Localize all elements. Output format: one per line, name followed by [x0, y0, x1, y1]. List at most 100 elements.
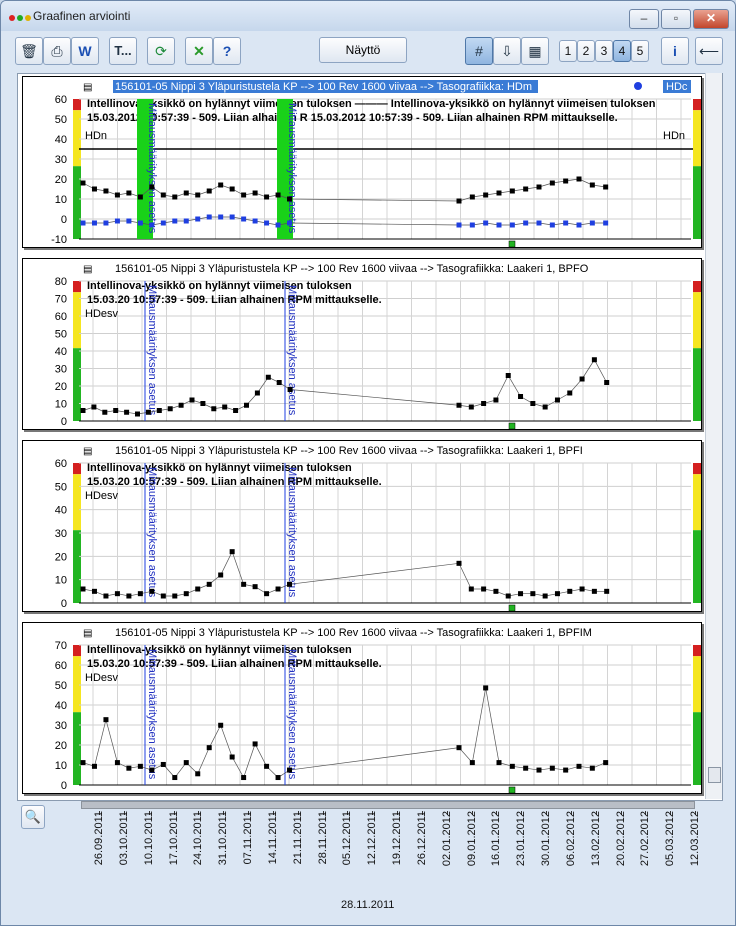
back-button[interactable]: ⟵: [695, 37, 723, 65]
date-label: 13.02.2012: [589, 811, 602, 867]
close-button[interactable]: ✕: [693, 9, 729, 29]
date-tick: [421, 811, 423, 815]
horizontal-scrollbar[interactable]: [81, 801, 695, 809]
data-point: [103, 220, 109, 226]
data-point: [149, 767, 155, 773]
info-icon[interactable]: i: [661, 37, 689, 65]
delete-icon[interactable]: 🗑: [15, 37, 43, 65]
date-tick: [198, 811, 200, 815]
date-label: 26.12.2011: [415, 811, 428, 866]
data-point: [542, 593, 548, 599]
data-point: [481, 401, 487, 406]
data-point: [126, 190, 132, 196]
data-point: [523, 765, 529, 771]
status-bar-green: [693, 712, 701, 785]
status-bar-red: [73, 645, 81, 657]
data-point: [518, 591, 524, 597]
data-point: [252, 218, 258, 224]
status-bar-green: [73, 712, 81, 785]
data-point: [114, 591, 120, 597]
unit-label: HDesv: [85, 308, 119, 320]
panel-5-button[interactable]: 5: [631, 40, 649, 62]
data-point: [496, 190, 502, 196]
chart-area: ▤ 156101-05 Nippi 3 Yläpuristustela KP --…: [17, 73, 723, 801]
data-point: [172, 593, 178, 599]
data-point: [567, 390, 573, 396]
data-point: [542, 404, 548, 410]
data-point: [195, 216, 201, 222]
panel-bpfim: ▤ 156101-05 Nippi 3 Yläpuristustela KP --…: [22, 622, 702, 794]
y-tick-label: 20: [55, 381, 67, 393]
data-point: [287, 767, 293, 773]
data-point: [178, 402, 184, 408]
panel-header: 156101-05 Nippi 3 Yläpuristustela KP -->…: [115, 263, 589, 275]
panel-4-button[interactable]: 4: [613, 40, 631, 62]
data-point: [126, 765, 132, 771]
panel-2-button[interactable]: 2: [577, 40, 595, 62]
data-point: [276, 380, 282, 385]
show-button[interactable]: Näyttö: [319, 37, 407, 63]
data-point: [576, 763, 582, 769]
cancel-x-icon[interactable]: ✕: [185, 37, 213, 65]
y-tick-label: 10: [55, 194, 67, 206]
data-point: [183, 218, 189, 224]
unit-label: HDn: [85, 130, 107, 142]
data-point: [91, 404, 97, 410]
text-button[interactable]: T...: [109, 37, 137, 65]
status-bar-green: [73, 348, 81, 421]
data-point: [80, 586, 86, 592]
data-point: [456, 198, 462, 204]
data-point: [113, 408, 119, 413]
panel-3-button[interactable]: 3: [595, 40, 613, 62]
vertical-note: Mittausmäärityksen asetus: [286, 103, 298, 234]
chart-icon: ▤: [83, 446, 92, 457]
data-point: [518, 394, 524, 399]
help-icon[interactable]: ?: [213, 37, 241, 65]
toolbar: 🗑 ⎙ W T... ⟳ ✕ ? Näyttö # ⇩ ▦ 1 2 3 4 5 …: [1, 31, 735, 69]
date-label: 23.01.2012: [515, 811, 528, 867]
y-tick-label: 40: [55, 700, 67, 712]
data-point: [505, 593, 511, 599]
data-point: [114, 760, 120, 766]
grid-icon[interactable]: #: [465, 37, 493, 65]
word-export-icon[interactable]: W: [71, 37, 99, 65]
y-tick-label: 0: [61, 598, 67, 610]
data-point: [530, 401, 536, 406]
data-point: [523, 186, 529, 192]
date-tick: [322, 811, 324, 815]
annotation-line-1: Intellinova-yksikkö on hylännyt viimeise…: [87, 462, 352, 474]
vertical-note: Mittausmäärityksen asetus: [286, 467, 298, 598]
scroll-thumb[interactable]: [708, 767, 721, 783]
annotation-line-1: Intellinova-yksikkö on hylännyt viimeise…: [87, 98, 656, 110]
chart-export-icon[interactable]: ⇩: [493, 37, 521, 65]
maximize-button[interactable]: ▫: [661, 9, 691, 29]
data-point: [483, 220, 489, 226]
panel-1-button[interactable]: 1: [559, 40, 577, 62]
refresh-icon[interactable]: ⟳: [147, 37, 175, 65]
zoom-icon[interactable]: 🔍: [21, 805, 45, 829]
date-tick: [372, 811, 374, 815]
y-tick-label: -10: [51, 234, 67, 246]
minimize-button[interactable]: –: [629, 9, 659, 29]
chart-icon: ▤: [83, 82, 92, 93]
color-chart-icon[interactable]: ▦: [521, 37, 549, 65]
header-highlight: [113, 80, 538, 93]
data-point: [536, 220, 542, 226]
date-tick: [670, 811, 672, 815]
date-label: 27.02.2012: [639, 811, 652, 867]
date-tick: [521, 811, 523, 815]
print-icon[interactable]: ⎙: [43, 37, 71, 65]
vertical-scrollbar[interactable]: [705, 73, 722, 799]
data-point: [137, 763, 143, 769]
data-point: [603, 760, 609, 766]
title-bar: Graafinen arviointi – ▫ ✕: [1, 1, 735, 31]
data-point: [493, 397, 499, 403]
data-point: [206, 581, 212, 587]
data-point: [536, 184, 542, 190]
data-point: [172, 218, 178, 224]
data-point: [189, 397, 195, 403]
chart-svg-bpfi: ▤ 156101-05 Nippi 3 Yläpuristustela KP --…: [55, 445, 701, 611]
data-point: [469, 760, 475, 766]
status-bar-green: [693, 530, 701, 603]
